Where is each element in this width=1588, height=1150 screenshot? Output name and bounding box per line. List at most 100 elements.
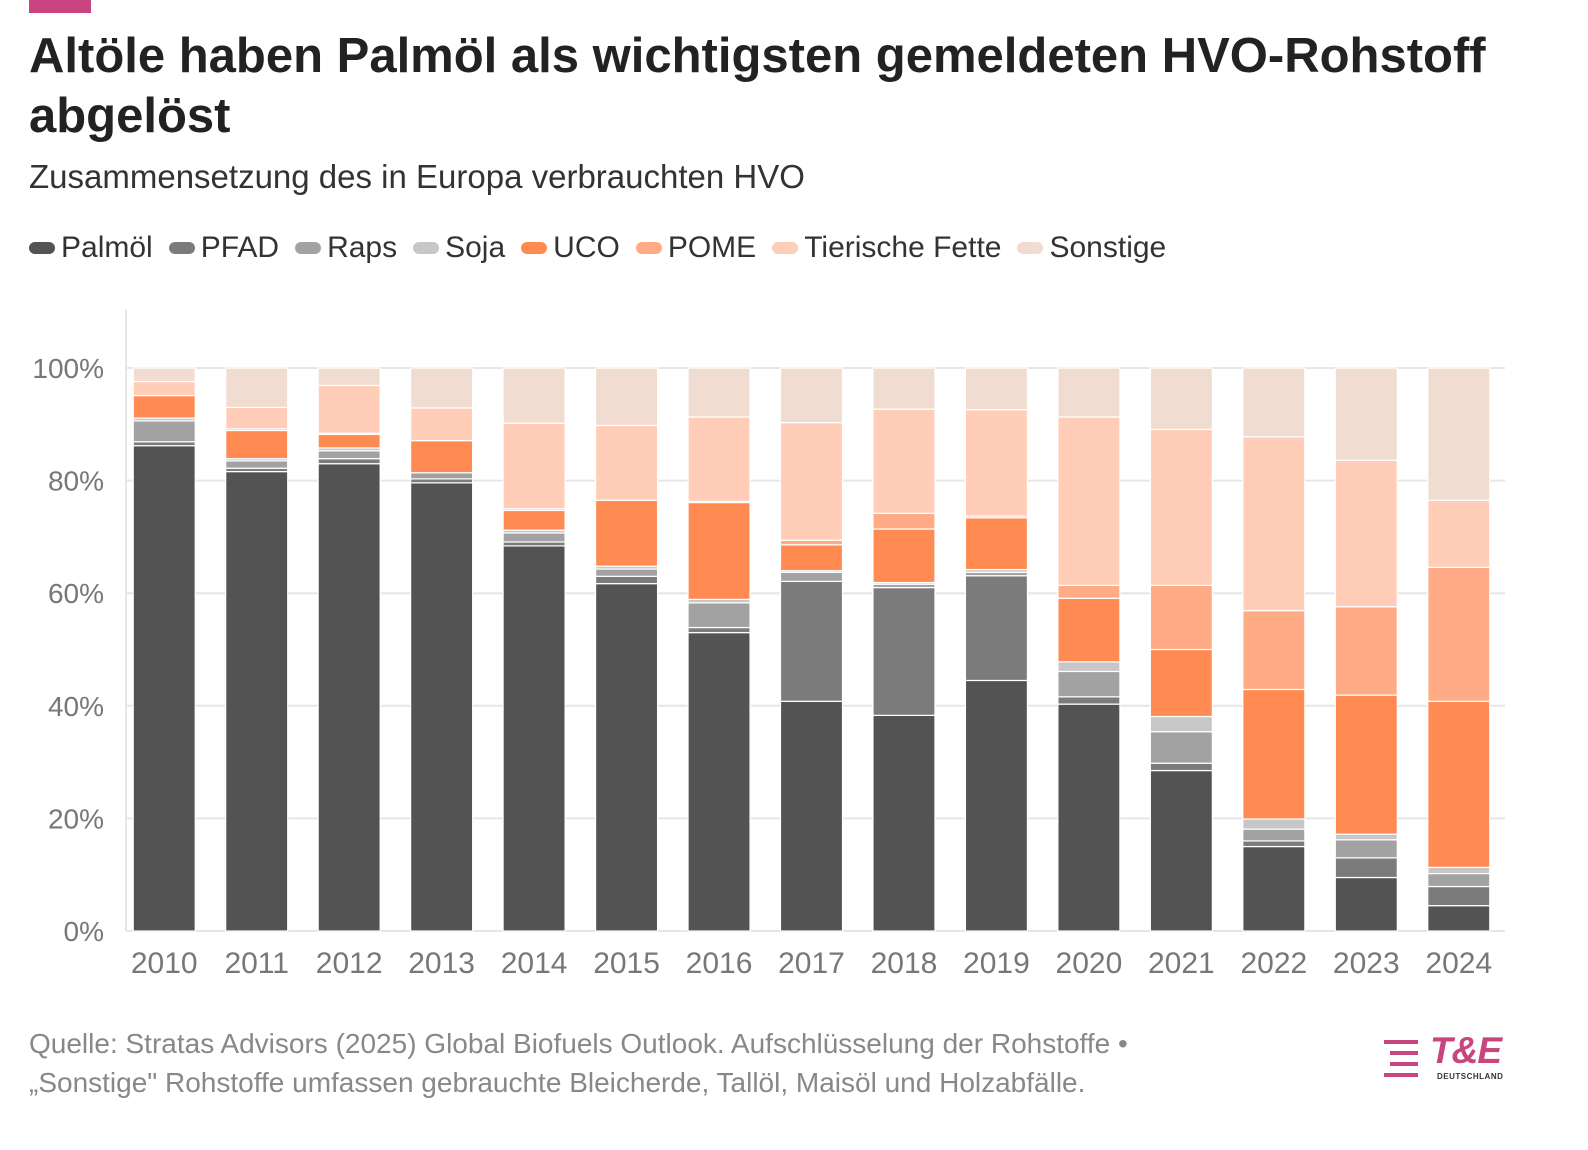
bar-segment	[1334, 839, 1398, 859]
bar-segment	[687, 632, 751, 932]
bar-segment	[1242, 610, 1306, 691]
bar-segment	[872, 528, 936, 584]
bar-segment	[779, 580, 844, 702]
bar-segment	[1149, 648, 1213, 718]
bar-segment	[502, 545, 566, 932]
legend-label: PFAD	[200, 231, 280, 264]
bar-segment	[410, 440, 474, 474]
x-tick-label: 2013	[408, 947, 475, 980]
bar-segment	[964, 409, 1029, 517]
bar-segment	[225, 460, 289, 469]
bar-segment	[1057, 670, 1121, 698]
bar-segment	[872, 586, 936, 716]
bar-segment	[594, 575, 659, 585]
x-tick-label: 2023	[1333, 947, 1400, 980]
bar-segment	[225, 470, 289, 932]
bar-segment	[502, 532, 566, 543]
bar-segment	[1242, 436, 1306, 612]
bar-segment	[502, 422, 566, 510]
legend-swatch	[635, 242, 662, 254]
bar-segment	[594, 583, 659, 932]
bar-segment	[594, 568, 659, 577]
legend-label: Tierische Fette	[804, 231, 1002, 264]
bar-segment	[872, 714, 936, 932]
bar-segment	[1427, 872, 1491, 888]
bar-segment	[1334, 459, 1398, 608]
accent-bar	[29, 0, 91, 13]
legend-swatch	[521, 242, 548, 254]
legend-item-raps[interactable]: Raps	[295, 231, 397, 265]
x-tick-label: 2024	[1425, 947, 1492, 980]
x-tick-label: 2022	[1240, 947, 1307, 980]
bar-segment	[1427, 885, 1491, 907]
y-tick-label: 40%	[48, 691, 104, 722]
legend-swatch	[295, 242, 322, 254]
x-tick-label: 2021	[1148, 947, 1215, 980]
legend-item-pome[interactable]: POME	[635, 231, 756, 265]
bar-segment	[1242, 845, 1306, 932]
bar-segment	[1334, 876, 1398, 932]
logo-text: T&E	[1430, 1030, 1502, 1071]
bar-segment	[687, 626, 751, 634]
bar-segment	[1334, 833, 1398, 841]
bar-segment	[1242, 818, 1306, 830]
legend-item-soja[interactable]: Soja	[413, 231, 505, 265]
bar-segment	[410, 407, 474, 442]
bar-segment	[1057, 661, 1121, 673]
bar-segment	[1149, 731, 1213, 764]
legend-swatch	[29, 242, 55, 254]
x-tick-label: 2011	[224, 947, 289, 980]
bar-segment	[964, 517, 1029, 571]
legend-swatch	[772, 242, 799, 254]
bar-segment	[1149, 367, 1213, 430]
legend-label: Soja	[445, 231, 506, 264]
legend-item-tierische-fette[interactable]: Tierische Fette	[772, 231, 1001, 265]
bar-segment	[1242, 828, 1306, 842]
chart-title: Altöle haben Palmöl als wichtigsten geme…	[29, 29, 1486, 143]
bar-segment	[964, 367, 1029, 411]
bar-segment	[1057, 416, 1121, 586]
legend-item-palmoel[interactable]: Palmöl	[29, 231, 153, 265]
bar-segment	[1427, 866, 1491, 875]
bar-segment	[1057, 597, 1121, 663]
legend-label: UCO	[553, 231, 620, 264]
y-tick-label: 20%	[48, 803, 104, 834]
bar-segment	[1149, 428, 1213, 586]
legend-item-sonstige[interactable]: Sonstige	[1017, 231, 1166, 265]
bar-segment	[1427, 367, 1491, 501]
legend-swatch	[168, 242, 195, 254]
y-tick-label: 80%	[48, 466, 104, 497]
chart-subtitle: Zusammensetzung des in Europa verbraucht…	[29, 158, 805, 195]
bar-segment	[132, 380, 196, 397]
bar-segment	[410, 472, 474, 480]
legend-swatch	[1017, 242, 1044, 254]
bar-segment	[1057, 584, 1121, 599]
y-tick-label: 100%	[32, 353, 104, 384]
legend-item-uco[interactable]: UCO	[521, 231, 620, 265]
bar-segment	[872, 367, 936, 410]
bar-segment	[1242, 688, 1306, 820]
bar-segment	[872, 408, 936, 514]
x-tick-label: 2017	[778, 947, 845, 980]
bar-segment	[317, 463, 381, 932]
bar-segment	[132, 445, 196, 932]
x-tick-label: 2014	[501, 947, 568, 980]
bar-segment	[1149, 715, 1213, 733]
x-tick-label: 2015	[593, 947, 660, 980]
other-note: „Sonstige" Rohstoffe umfassen gebrauchte…	[29, 1067, 1086, 1098]
bar-segment	[1149, 769, 1213, 932]
bar-segment	[964, 679, 1029, 932]
legend-item-pfad[interactable]: PFAD	[168, 231, 280, 265]
bar-segment	[1334, 694, 1398, 835]
bar-segment	[225, 429, 289, 460]
bar-segment	[317, 433, 381, 449]
bar-segment	[1427, 566, 1491, 702]
y-tick-label: 0%	[64, 916, 104, 947]
bar-segment	[1427, 700, 1491, 868]
y-tick-label: 60%	[48, 578, 104, 609]
bar-segment	[1057, 367, 1121, 418]
bar-segment	[225, 367, 289, 409]
bar-segment	[779, 539, 844, 546]
bar-segment	[1149, 584, 1213, 651]
bar-segment	[687, 602, 751, 629]
